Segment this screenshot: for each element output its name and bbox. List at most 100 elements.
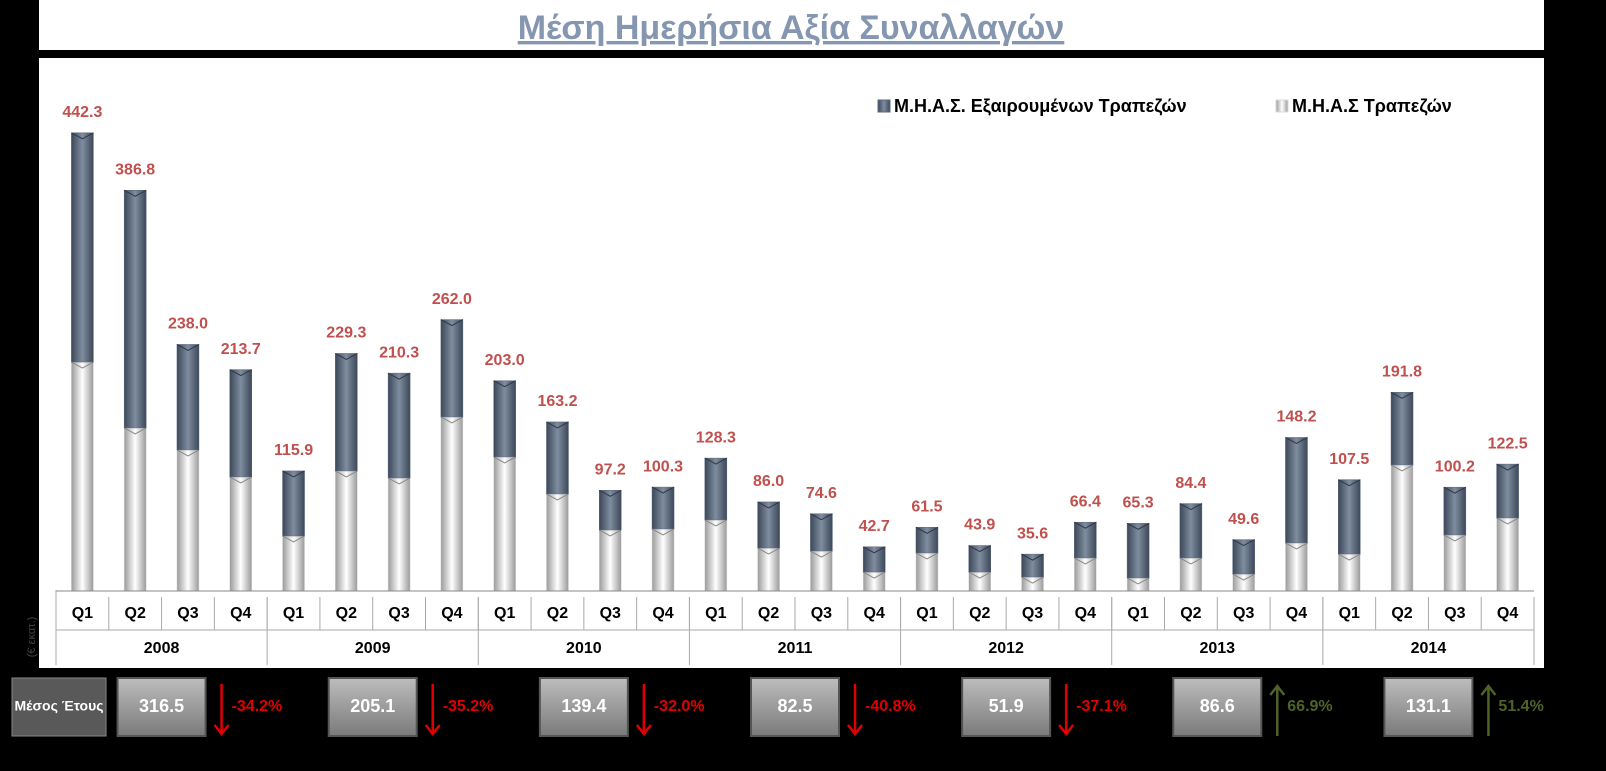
bar-notch — [1074, 521, 1097, 529]
bar-segment — [704, 519, 728, 592]
bar-notch — [1390, 464, 1414, 472]
bar-segment — [1443, 486, 1467, 536]
year-label: 2014 — [1411, 640, 1447, 657]
annual-box — [1172, 677, 1263, 737]
bar-notch — [387, 477, 411, 485]
annual-label-box — [11, 677, 107, 737]
annual-value: 86.6 — [1200, 696, 1235, 716]
total-label: 203.0 — [485, 352, 525, 369]
total-label: 65.3 — [1123, 495, 1154, 512]
bar-notch — [176, 343, 200, 352]
bar-notch — [1126, 577, 1150, 585]
total-label: 43.9 — [964, 517, 995, 534]
year-label: 2008 — [144, 640, 180, 657]
bar-notch — [1496, 517, 1519, 525]
bar-notch — [1285, 437, 1308, 445]
total-label: 97.2 — [595, 462, 626, 479]
bar-segment — [176, 449, 200, 592]
total-label: 100.2 — [1435, 458, 1475, 475]
bar-notch — [862, 571, 886, 579]
legend-swatch — [1275, 99, 1289, 113]
total-label: 74.6 — [806, 485, 837, 502]
bar-segment — [493, 456, 516, 592]
x-tick-label: Q1 — [1339, 605, 1360, 622]
bar-notch — [599, 489, 622, 497]
chart-title: Μέση Ημερήσια Αξία Συναλλαγών — [518, 9, 1065, 47]
annual-value: 205.1 — [350, 696, 395, 716]
total-label: 148.2 — [1276, 409, 1316, 426]
x-tick-label: Q3 — [177, 605, 198, 622]
bar-notch — [71, 132, 94, 140]
x-tick-label: Q3 — [388, 605, 409, 622]
change-arrow — [1058, 684, 1075, 737]
bar-notch — [335, 353, 358, 361]
year-label: 2012 — [988, 640, 1024, 657]
bar-segment — [915, 527, 939, 554]
bar-segment — [387, 372, 411, 479]
change-label: 51.4% — [1498, 698, 1543, 715]
bar-notch — [1443, 534, 1467, 542]
x-tick-label: Q4 — [652, 605, 673, 622]
legend-label: Μ.Η.Α.Σ Τραπεζών — [1292, 96, 1452, 117]
bar-notch — [810, 550, 833, 558]
bar-notch — [704, 519, 728, 527]
legend-swatch — [877, 99, 891, 113]
bar-segment — [1179, 503, 1203, 559]
x-tick-label: Q1 — [72, 605, 93, 622]
total-label: 84.4 — [1175, 475, 1206, 492]
bar-notch — [493, 456, 516, 464]
bar-segment — [71, 361, 94, 592]
bar-segment — [599, 529, 622, 592]
bar-segment — [810, 513, 833, 552]
bar-notch — [387, 372, 411, 380]
annual-box — [1383, 677, 1474, 737]
total-label: 49.6 — [1228, 511, 1259, 528]
total-label: 42.7 — [859, 518, 890, 535]
bar-notch — [1021, 553, 1044, 561]
bar-notch — [1390, 391, 1414, 399]
x-tick-label: Q4 — [1497, 605, 1518, 622]
annual-box — [538, 677, 629, 737]
year-label: 2013 — [1199, 640, 1235, 657]
bar-segment — [1390, 464, 1414, 592]
bar-segment — [1074, 557, 1097, 592]
bar-segment — [704, 457, 728, 521]
bar-segment — [440, 319, 464, 418]
bar-segment — [387, 477, 411, 592]
change-arrow — [1269, 683, 1286, 736]
bar-segment — [1390, 392, 1414, 466]
bar-notch — [968, 545, 991, 553]
change-label: -35.2% — [443, 698, 494, 715]
bar-notch — [810, 513, 833, 521]
x-tick-label: Q3 — [600, 605, 621, 622]
annual-value: 316.5 — [139, 696, 184, 716]
year-label: 2010 — [566, 640, 602, 657]
bar-notch — [440, 416, 464, 424]
annual-box — [750, 677, 840, 737]
x-tick-label: Q3 — [811, 605, 832, 622]
bar-segment — [546, 421, 569, 495]
bar-segment — [282, 470, 305, 537]
bar-segment — [968, 545, 991, 573]
total-label: 66.4 — [1070, 493, 1101, 510]
bar-notch — [757, 547, 780, 555]
bar-segment — [335, 353, 358, 472]
x-tick-label: Q2 — [547, 605, 568, 622]
x-tick-label: Q2 — [1180, 605, 1201, 622]
bar-segment — [651, 486, 675, 530]
total-label: 191.8 — [1382, 364, 1422, 381]
bar-notch — [282, 535, 305, 543]
annual-value: 82.5 — [777, 696, 812, 716]
x-tick-label: Q1 — [494, 605, 515, 622]
bar-segment — [1126, 523, 1150, 579]
bar-notch — [1021, 576, 1044, 584]
plot-area — [39, 58, 1544, 668]
change-label: -40.8% — [865, 698, 916, 715]
annual-value: 131.1 — [1406, 696, 1451, 716]
bar-segment — [229, 476, 252, 592]
annual-box — [116, 677, 207, 737]
bar-notch — [229, 369, 252, 377]
x-tick-label: Q2 — [758, 605, 779, 622]
